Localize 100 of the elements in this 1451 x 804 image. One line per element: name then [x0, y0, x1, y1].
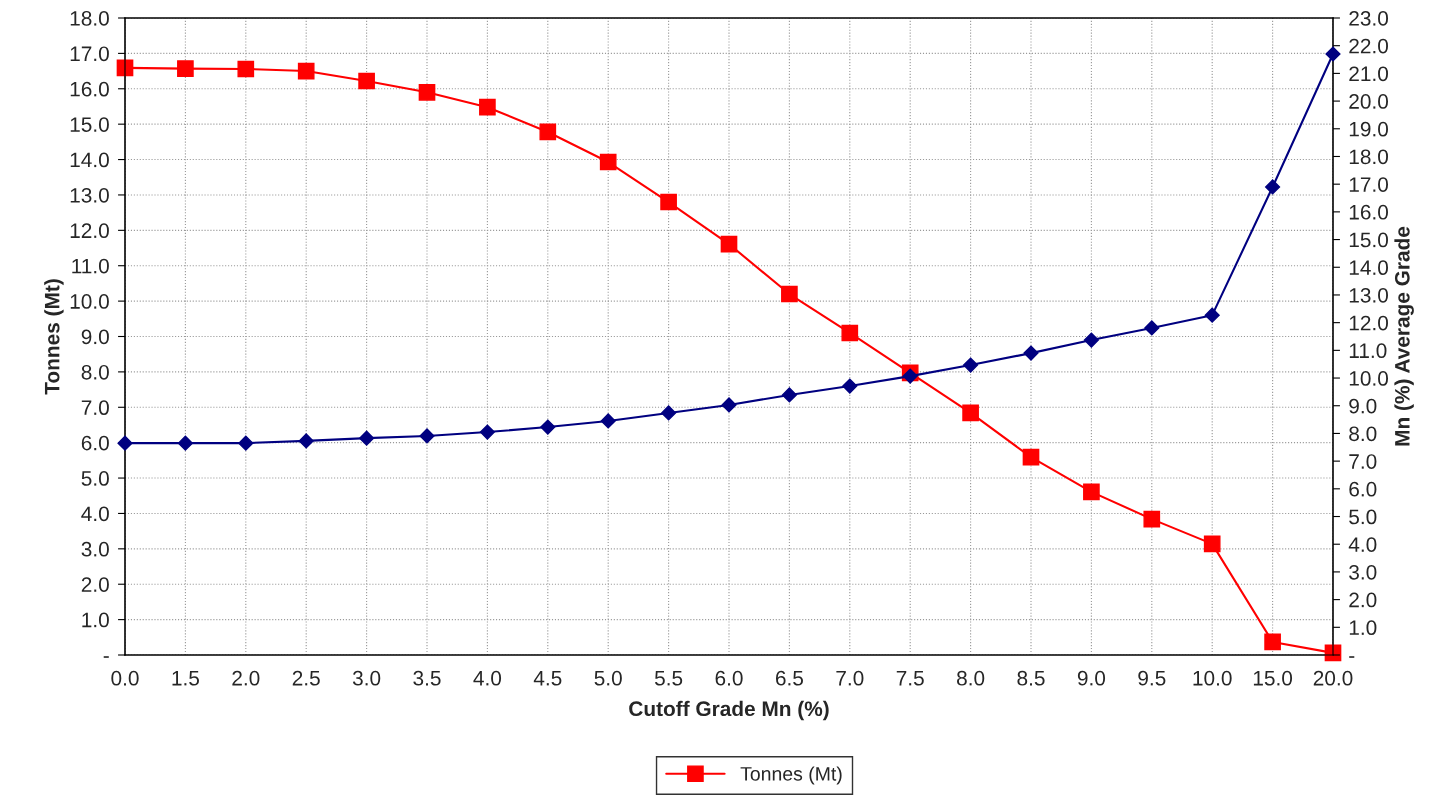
point [963, 357, 979, 373]
y-tick-label: 5.0 [81, 471, 109, 486]
point [902, 368, 918, 384]
y-tick-label: 2.0 [81, 577, 109, 592]
point [661, 405, 677, 421]
point [358, 72, 375, 90]
y-tick-label: 13.0 [70, 187, 109, 203]
x-tick-label: 7.0 [836, 670, 864, 686]
point [1144, 320, 1160, 336]
y2-tick-label: 9.0 [1349, 398, 1377, 414]
x-axis-title: Cutoff Grade Mn (%) [629, 700, 829, 721]
point [1264, 633, 1281, 651]
y2-tick-label: 8.0 [1349, 426, 1377, 442]
y-axis-title: Tonnes (Mt) [44, 279, 64, 395]
point [962, 404, 979, 422]
point [540, 419, 556, 435]
point [1203, 535, 1221, 553]
y2-tick-label: 12.0 [1349, 315, 1389, 331]
y2-tick-label: 20.0 [1349, 94, 1389, 109]
y2-tick-label: 11.0 [1349, 343, 1387, 359]
y2-tick-label: 10.0 [1349, 371, 1389, 386]
y2-tick-label: 1.0 [1349, 620, 1377, 636]
point [479, 98, 496, 116]
x-tick-label: 4.0 [473, 670, 502, 686]
y2-tick-label: 15.0 [1349, 232, 1389, 248]
y2-tick-label: 16.0 [1349, 204, 1389, 220]
point [721, 397, 737, 413]
x-tick-label: 6.5 [775, 670, 804, 686]
point [781, 387, 797, 403]
y2-tick-label: 17.0 [1349, 177, 1389, 192]
y2-tick-label: 14.0 [1349, 260, 1389, 276]
x-tick-label: 8.0 [957, 670, 985, 686]
y-tick-label: 1.0 [82, 612, 109, 628]
y-tick-label: 6.0 [81, 435, 109, 451]
point [1325, 46, 1341, 62]
point [1204, 307, 1220, 323]
y2-tick-label: 22.0 [1349, 38, 1389, 54]
x-tick-label: 7.5 [896, 671, 924, 686]
y2-tick-label: - [1349, 656, 1355, 658]
y2-tick-label: 6.0 [1349, 481, 1377, 497]
y2-tick-label: 18.0 [1349, 149, 1389, 165]
point [841, 324, 859, 342]
y-tick-label: 10.0 [70, 294, 109, 309]
y-tick-label: 12.0 [70, 223, 109, 239]
y2-tick-label: 23.0 [1349, 11, 1389, 26]
point [419, 428, 435, 444]
x-tick-label: 2.0 [232, 670, 260, 686]
point [117, 435, 133, 451]
point [418, 83, 436, 101]
y2-tick-label: 3.0 [1349, 564, 1377, 580]
x-tick-label: 3.0 [352, 670, 381, 686]
y-tick-label: 7.0 [81, 400, 109, 416]
y-tick-label: 8.0 [81, 364, 109, 380]
y2-tick-label: 13.0 [1349, 287, 1389, 303]
x-tick-label: 4.5 [533, 671, 562, 686]
point [1083, 332, 1099, 348]
y-tick-label: 11.0 [72, 258, 109, 274]
y-tick-label: 4.0 [81, 506, 109, 522]
y-tick-label: - [103, 656, 109, 658]
point [720, 235, 738, 253]
y2-tick-label: 21.0 [1349, 66, 1389, 82]
x-tick-label: 8.5 [1017, 670, 1045, 686]
point [781, 285, 798, 303]
point [479, 424, 495, 440]
y2-axis-title: Mn (%) Average Grade [1394, 226, 1414, 446]
x-tick-label: 5.0 [594, 670, 622, 686]
x-tick-label: 9.5 [1138, 670, 1166, 686]
x-tick-label: 6.0 [715, 670, 743, 686]
point [539, 123, 557, 141]
point [359, 430, 375, 446]
y2-tick-label: 7.0 [1349, 454, 1377, 469]
y-tick-label: 15.0 [70, 117, 109, 132]
point [1143, 510, 1161, 528]
point [842, 378, 858, 394]
x-tick-label: 0.0 [111, 670, 139, 686]
point [237, 60, 255, 78]
point [600, 413, 616, 429]
x-tick-label: 3.5 [413, 670, 441, 686]
x-tick-label: 20.0 [1313, 670, 1353, 686]
y-tick-label: 3.0 [81, 541, 109, 557]
point [1023, 345, 1039, 361]
y-tick-label: 14.0 [70, 152, 109, 168]
point [298, 433, 314, 449]
point [660, 193, 677, 211]
x-tick-label: 5.5 [654, 671, 683, 686]
point [599, 153, 617, 171]
y2-tick-label: 19.0 [1349, 121, 1389, 137]
point [1265, 179, 1281, 195]
legend-label: Tonnes (Mt) [740, 766, 842, 785]
y-tick-label: 9.0 [81, 329, 109, 345]
x-tick-label: 1.5 [172, 671, 200, 686]
y2-tick-label: 5.0 [1349, 509, 1377, 525]
x-tick-label: 2.5 [292, 670, 320, 686]
point [177, 435, 193, 451]
y2-tick-label: 2.0 [1349, 592, 1377, 608]
y-tick-label: 18.0 [70, 11, 109, 26]
point [297, 62, 315, 80]
x-tick-label: 10.0 [1193, 670, 1232, 686]
x-tick-label: 9.0 [1077, 670, 1106, 686]
y-tick-label: 16.0 [70, 81, 109, 97]
